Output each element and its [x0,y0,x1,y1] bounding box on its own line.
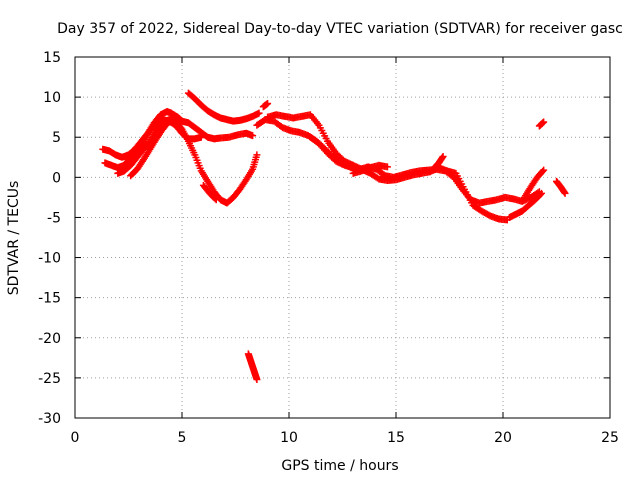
series-arc-7 [244,350,261,383]
data-point [253,375,261,383]
series-arc-11 [306,133,357,172]
x-tick-label: 20 [494,430,512,446]
y-tick-label: 15 [43,50,61,66]
series-arc-16 [535,118,548,130]
series-arc-4 [127,113,180,180]
y-tick-label: -5 [47,210,61,226]
y-tick-label: -20 [38,331,61,347]
data-point [540,166,548,174]
axis-ticks [74,56,611,419]
x-tick-labels: 0 5 10 15 20 25 [71,430,619,446]
data-point [249,132,257,140]
series-arc-6 [199,181,220,204]
series-arc-8 [259,100,272,111]
series-arc-17 [553,177,569,197]
y-axis-label: SDTVAR / TECUs [6,181,22,296]
y-tick-label: 10 [43,90,61,106]
x-tick-label: 5 [178,430,187,446]
data-point [255,109,263,117]
data-point [536,190,544,198]
y-tick-label: -30 [38,411,61,427]
series-arc-15 [520,166,548,201]
series-arc-14 [505,189,546,221]
x-tick-label: 0 [71,430,80,446]
series-arc-13 [431,152,447,172]
plot-frame [74,56,611,419]
data-point [211,195,219,203]
data-point [539,167,547,175]
series-arc-5 [184,89,263,125]
y-tick-label: -15 [38,291,61,307]
y-tick-labels: -30 -25 -20 -15 -10 -5 0 5 10 15 [38,50,61,427]
y-tick-label: -25 [38,371,61,387]
data-point [439,152,447,160]
data-point [197,133,205,141]
data-point [561,189,569,197]
x-tick-label: 25 [601,430,619,446]
series-arc-10 [264,111,511,224]
data-marks [99,89,569,383]
x-tick-label: 15 [387,430,405,446]
data-point [212,196,220,204]
data-point [264,100,272,108]
data-point [172,113,180,121]
data-point [383,163,391,171]
y-tick-label: -10 [38,251,61,267]
series-arc-12 [349,161,391,177]
data-point [540,118,548,126]
data-point [538,189,546,197]
y-tick-label: 0 [52,170,61,186]
x-tick-label: 10 [280,430,298,446]
chart-title: Day 357 of 2022, Sidereal Day-to-day VTE… [57,21,623,37]
x-axis-label: GPS time / hours [281,458,398,474]
data-point [253,151,261,159]
y-tick-label: 5 [52,130,61,146]
